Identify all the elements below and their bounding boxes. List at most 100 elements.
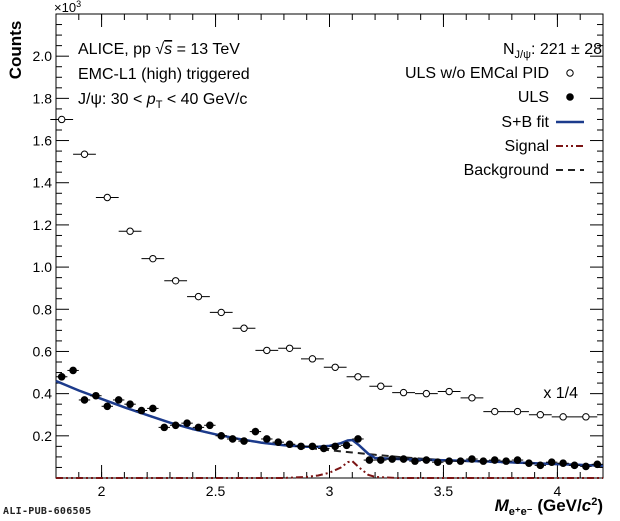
y-multiplier: ×103: [54, 0, 81, 15]
uls-point: [285, 440, 294, 449]
legend-open-circle-icon: [566, 69, 574, 77]
uls-point: [126, 400, 134, 408]
legend-label: S+B fit: [501, 114, 549, 131]
x-tick-label: 3.5: [434, 483, 454, 499]
njpsi-label: NJ/ψ: 221 ± 28: [503, 41, 602, 61]
uls-point: [399, 455, 408, 463]
uls-point: [217, 432, 226, 440]
fit-curves: [55, 379, 604, 479]
curve-signal: [56, 460, 603, 479]
legend-filled-circle-icon: [566, 93, 574, 101]
uls-point: [251, 427, 260, 436]
uls-point: [411, 457, 419, 465]
collision-system-label: ALICE, pp √s = 13 TeV: [78, 41, 240, 58]
uls-no-pid-point: [80, 150, 89, 158]
uls-point: [297, 442, 305, 451]
uls-point: [525, 459, 533, 468]
uls-no-pid-point: [331, 363, 339, 371]
uls-point: [479, 457, 488, 465]
uls-point: [593, 460, 602, 469]
uls-point: [114, 396, 123, 404]
y-axis-title: Counts: [6, 21, 25, 80]
legend-label: ULS w/o EMCal PID: [405, 65, 549, 82]
uls-point: [570, 461, 579, 470]
legend-label: Background: [464, 162, 549, 179]
uls-no-pid-point: [217, 308, 225, 317]
uls-no-pid-point: [399, 388, 408, 397]
uls-point: [547, 458, 556, 466]
data-points: [50, 115, 603, 471]
legend: ULS w/o EMCal PID ULS S+B fit Signal Backgro…: [405, 65, 584, 179]
uls-no-pid-point: [536, 411, 545, 419]
x-tick-label: 3: [326, 483, 334, 499]
x-tick-label: 2: [98, 483, 106, 499]
uls-no-pid-point: [57, 115, 66, 124]
uls-point: [490, 456, 499, 464]
uls-point: [160, 423, 169, 432]
uls-point: [320, 444, 328, 453]
uls-point: [137, 406, 146, 415]
uls-point: [445, 457, 453, 465]
uls-no-pid-point: [422, 389, 431, 398]
curve-s-b-fit: [55, 379, 604, 468]
uls-point: [422, 456, 431, 464]
uls-point: [69, 366, 77, 375]
uls-no-pid-point: [354, 373, 362, 381]
uls-point: [331, 442, 339, 451]
y-axis: 0.2 0.4 0.6 0.8 1.0 1.2 1.4 1.6 1.8 2.0: [33, 13, 603, 468]
uls-point: [194, 423, 203, 432]
uls-point: [388, 455, 396, 463]
y-tick-label: 1.0: [33, 259, 53, 275]
scale-note: x 1/4: [543, 385, 578, 402]
pt-range-label: J/ψ: 30 < pT < 40 GeV/c: [78, 91, 247, 111]
uls-point: [513, 456, 522, 464]
y-tick-label: 0.6: [33, 343, 53, 359]
uls-point: [376, 456, 385, 464]
uls-point: [536, 461, 545, 470]
x-axis: 2 2.5 3 3.5 4: [55, 14, 604, 499]
uls-point: [342, 441, 351, 450]
uls-no-pid-point: [513, 407, 522, 416]
y-tick-label: 0.8: [33, 301, 53, 317]
uls-no-pid-point: [468, 394, 476, 402]
uls-point: [274, 438, 283, 446]
uls-point: [171, 421, 180, 430]
uls-no-pid-point: [285, 344, 294, 352]
uls-point: [502, 457, 510, 465]
y-tick-label: 0.2: [33, 428, 53, 444]
uls-point: [308, 442, 317, 451]
uls-point: [582, 462, 590, 471]
uls-no-pid-point: [445, 387, 453, 396]
y-tick-label: 1.4: [33, 175, 53, 191]
uls-point: [149, 404, 157, 413]
y-tick-label: 1.6: [33, 133, 53, 149]
uls-no-pid-point: [240, 324, 248, 332]
y-tick-label: 1.8: [33, 90, 53, 106]
uls-no-pid-point: [171, 277, 180, 285]
publication-id: ALI-PUB-606505: [3, 506, 92, 517]
uls-no-pid-point: [559, 413, 567, 421]
legend-label: Signal: [505, 138, 549, 155]
uls-point: [433, 458, 442, 466]
uls-point: [80, 396, 89, 404]
uls-no-pid-point: [149, 254, 157, 263]
x-tick-label: 4: [554, 483, 562, 499]
uls-point: [263, 435, 271, 443]
y-tick-label: 2.0: [33, 48, 53, 64]
uls-point: [206, 421, 214, 430]
uls-point: [228, 435, 237, 443]
uls-point: [103, 402, 112, 411]
uls-no-pid-point: [194, 292, 203, 301]
curve-background: [55, 380, 604, 467]
uls-no-pid-point: [308, 355, 317, 363]
y-tick-label: 1.2: [33, 217, 53, 233]
plot-frame: [55, 13, 604, 479]
uls-no-pid-point: [103, 193, 111, 202]
y-tick-label: 0.4: [33, 386, 53, 402]
uls-point: [354, 435, 362, 443]
uls-point: [468, 455, 476, 463]
trigger-label: EMC-L1 (high) triggered: [78, 66, 250, 83]
uls-no-pid-point: [582, 413, 590, 421]
uls-point: [365, 456, 374, 464]
